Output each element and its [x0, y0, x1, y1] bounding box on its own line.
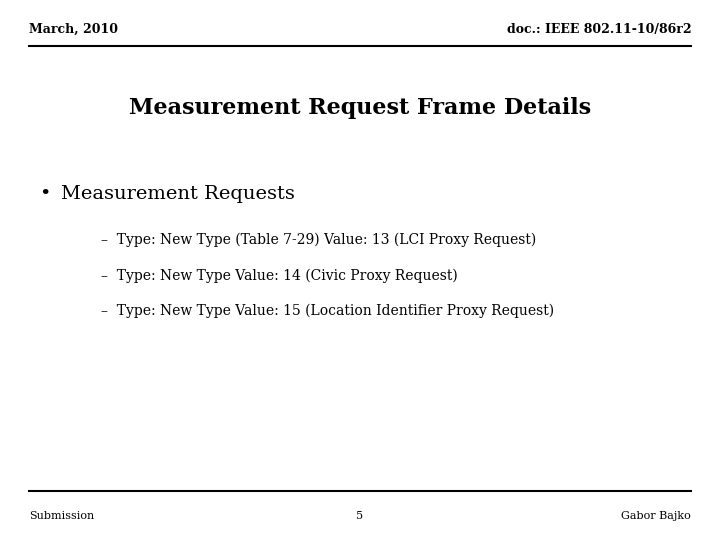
- Text: Gabor Bajko: Gabor Bajko: [621, 511, 691, 521]
- Text: 5: 5: [356, 511, 364, 521]
- Text: •: •: [40, 185, 51, 204]
- Text: doc.: IEEE 802.11-10/86r2: doc.: IEEE 802.11-10/86r2: [507, 23, 691, 36]
- Text: Submission: Submission: [29, 511, 94, 521]
- Text: Measurement Requests: Measurement Requests: [61, 185, 295, 204]
- Text: –  Type: New Type (Table 7-29) Value: 13 (LCI Proxy Request): – Type: New Type (Table 7-29) Value: 13 …: [101, 233, 536, 247]
- Text: March, 2010: March, 2010: [29, 23, 118, 36]
- Text: –  Type: New Type Value: 15 (Location Identifier Proxy Request): – Type: New Type Value: 15 (Location Ide…: [101, 303, 554, 318]
- Text: Measurement Request Frame Details: Measurement Request Frame Details: [129, 97, 591, 119]
- Text: –  Type: New Type Value: 14 (Civic Proxy Request): – Type: New Type Value: 14 (Civic Proxy …: [101, 268, 457, 282]
